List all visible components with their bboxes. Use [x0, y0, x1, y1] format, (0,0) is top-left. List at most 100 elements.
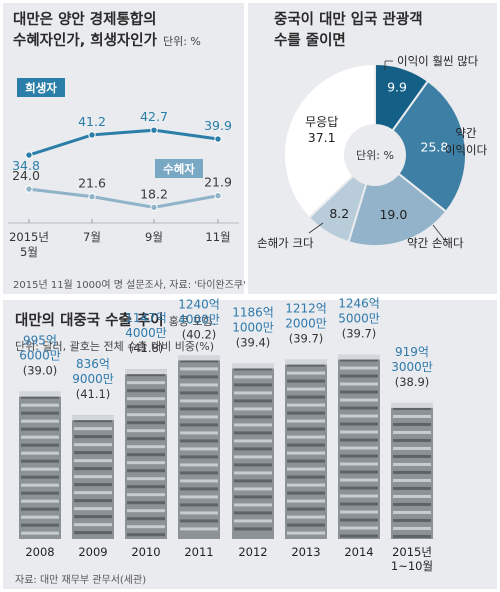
bar-stripe — [234, 527, 272, 531]
pie-category-label: 이익이다 — [445, 143, 488, 157]
legend-victim-box — [17, 78, 65, 97]
bar-stripe — [74, 499, 112, 503]
bar-stripe — [127, 501, 165, 505]
chart3-unit: 단위: 달러, 괄호는 전체 수출 대비 비중(%) — [15, 340, 215, 353]
bar-stripe — [234, 423, 272, 427]
bar-stripe — [21, 403, 59, 407]
pie-value-label: 9.9 — [387, 79, 407, 94]
bar-stripe — [180, 367, 218, 371]
bar-stripe — [340, 534, 378, 538]
pie-category-label: 이익이 훨씬 많다 — [397, 54, 479, 68]
bar-value-label: 1147억 — [125, 311, 167, 325]
bar-stripe — [234, 519, 272, 523]
bar-stripe — [234, 495, 272, 499]
data-point — [88, 192, 96, 201]
bar-stripe — [393, 430, 431, 434]
bar-stripe — [340, 430, 378, 434]
data-label: 21.6 — [78, 176, 106, 191]
bar-stripe — [127, 437, 165, 441]
legend-victim-label: 희생자 — [25, 81, 57, 95]
bar-stripe — [180, 407, 218, 411]
bar-value-label: 3000만 — [391, 360, 433, 374]
bar — [178, 355, 220, 539]
bar-value-label: 2000만 — [285, 317, 327, 331]
bar-stripe — [21, 443, 59, 447]
bar-stripe — [340, 358, 378, 362]
x-tick-label: 5월 — [20, 245, 38, 259]
bar-stripe — [340, 510, 378, 514]
bar-stripe — [180, 391, 218, 395]
bar-stripe — [287, 451, 325, 455]
chart1-title-line2: 수혜자인가, 희생자인가 — [13, 33, 157, 49]
bar-stripe — [287, 507, 325, 511]
bar-stripe — [393, 534, 431, 538]
bar-stripe — [74, 435, 112, 439]
bar-stripe — [287, 467, 325, 471]
bar-stripe — [21, 499, 59, 503]
bar-stripe — [127, 381, 165, 385]
bar-stripe — [234, 375, 272, 379]
bar-stripe — [127, 517, 165, 521]
bar-chart-panel: 대만의 대중국 수출 추이 홍콩 포함. 단위: 달러, 괄호는 전체 수출 대… — [3, 297, 497, 589]
bar-stripe — [287, 387, 325, 391]
bar-stripe — [234, 407, 272, 411]
bar-body — [19, 391, 61, 539]
bar-stripe — [21, 427, 59, 431]
bar-stripe — [127, 509, 165, 513]
chart1-source: 2015년 11월 1000여 명 설문조사, 자료: '타이완즈쿠' — [13, 280, 246, 291]
bar-stripe — [340, 374, 378, 378]
bar-stripe — [234, 455, 272, 459]
bar-stripe — [287, 483, 325, 487]
bar-stripe — [180, 375, 218, 379]
bar-stripe — [287, 395, 325, 399]
bar-stripe — [127, 461, 165, 465]
bar-stripe — [180, 511, 218, 515]
bar-stripe — [74, 523, 112, 527]
bar-stripe — [74, 531, 112, 535]
bar-stripe — [340, 414, 378, 418]
pie-value-label: 25.8 — [421, 140, 449, 155]
data-point — [150, 126, 158, 134]
bar-stripe — [340, 502, 378, 506]
data-point — [214, 135, 222, 143]
leader-line — [432, 224, 448, 244]
bar-value-label: 6000만 — [19, 349, 61, 363]
x-tick-label: 1~10월 — [391, 559, 433, 573]
chart2-title-line2: 수를 줄이면 — [274, 33, 346, 49]
bar-stripe — [74, 419, 112, 423]
series-line-victim — [28, 128, 219, 157]
x-tick-label: 2015년 — [392, 545, 432, 559]
x-tick-label: 11월 — [205, 230, 230, 244]
bar-stripe — [21, 507, 59, 511]
bar-stripe — [340, 366, 378, 370]
bar-stripe — [127, 469, 165, 473]
bar-value-label: 836억 — [76, 357, 110, 371]
bar-stripe — [393, 438, 431, 442]
pie-slice — [283, 62, 376, 220]
bar-stripe — [287, 435, 325, 439]
bar-stripe — [127, 525, 165, 529]
bar-share-label: (40.2) — [182, 327, 217, 341]
bar-stripe — [287, 443, 325, 447]
bar-stripe — [393, 478, 431, 482]
bar-share-label: (41.8) — [129, 341, 164, 355]
bar-stripe — [74, 467, 112, 471]
x-tick-label: 7월 — [83, 230, 101, 244]
bar-value-label: 9000만 — [72, 372, 114, 386]
bar-share-label: (38.9) — [395, 375, 430, 389]
bar-stripe — [21, 451, 59, 455]
bar-stripe — [234, 399, 272, 403]
bar — [232, 363, 274, 539]
bar-stripe — [234, 383, 272, 387]
data-point — [88, 131, 96, 139]
bar-stripe — [234, 367, 272, 371]
bar-top — [391, 402, 433, 408]
bar-top — [72, 415, 114, 421]
data-label: 42.7 — [140, 109, 168, 124]
x-tick-label: 2015년 — [9, 230, 49, 244]
bar-stripe — [74, 475, 112, 479]
x-tick-label: 9월 — [145, 230, 163, 244]
bar-value-label: 1000만 — [232, 320, 274, 334]
bar-stripe — [234, 447, 272, 451]
bar-stripe — [127, 533, 165, 537]
